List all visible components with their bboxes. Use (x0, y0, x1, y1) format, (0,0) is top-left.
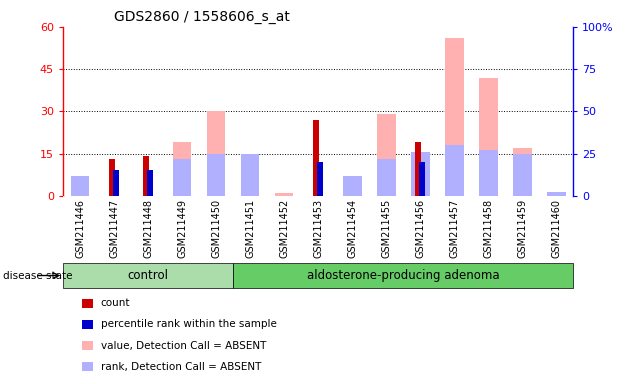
Bar (513, 148, 532, 196)
Text: count: count (101, 298, 130, 308)
Text: GSM211460: GSM211460 (551, 199, 561, 258)
Bar (147, 170, 153, 196)
Text: GSM211450: GSM211450 (211, 199, 221, 258)
Bar (233, 263, 573, 288)
Bar (109, 159, 115, 196)
Bar (207, 111, 226, 196)
Bar (71, 182, 89, 196)
Bar (317, 162, 323, 196)
Bar (173, 142, 192, 196)
Text: aldosterone-producing adenoma: aldosterone-producing adenoma (307, 269, 500, 282)
Bar (113, 170, 119, 196)
Bar (411, 152, 430, 196)
Bar (547, 192, 566, 196)
Bar (143, 156, 149, 196)
Text: percentile rank within the sample: percentile rank within the sample (101, 319, 277, 329)
Text: GSM211449: GSM211449 (177, 199, 187, 258)
Bar (445, 38, 464, 196)
Text: GSM211456: GSM211456 (415, 199, 425, 258)
Bar (241, 154, 260, 196)
Bar (313, 120, 319, 196)
Text: GDS2860 / 1558606_s_at: GDS2860 / 1558606_s_at (114, 10, 290, 25)
Text: GSM211451: GSM211451 (245, 199, 255, 258)
Bar (207, 154, 226, 196)
Bar (479, 150, 498, 196)
Text: GSM211459: GSM211459 (517, 199, 527, 258)
Bar (419, 162, 425, 196)
Bar (241, 154, 260, 196)
Text: value, Detection Call = ABSENT: value, Detection Call = ABSENT (101, 341, 266, 351)
Text: GSM211446: GSM211446 (75, 199, 85, 258)
Bar (377, 114, 396, 196)
Bar (377, 159, 396, 196)
Bar (445, 145, 464, 196)
Text: GSM211457: GSM211457 (449, 199, 459, 258)
Text: rank, Detection Call = ABSENT: rank, Detection Call = ABSENT (101, 362, 261, 372)
Text: GSM211455: GSM211455 (381, 199, 391, 258)
Text: GSM211454: GSM211454 (347, 199, 357, 258)
Bar (479, 78, 498, 196)
Bar (343, 182, 362, 196)
Text: disease state: disease state (3, 270, 72, 281)
Text: control: control (127, 269, 169, 282)
Bar (63, 263, 233, 288)
Text: GSM211453: GSM211453 (313, 199, 323, 258)
Text: GSM211447: GSM211447 (109, 199, 119, 258)
Text: GSM211448: GSM211448 (143, 199, 153, 258)
Bar (513, 154, 532, 196)
Text: GSM211452: GSM211452 (279, 199, 289, 258)
Bar (71, 175, 89, 196)
Text: GSM211458: GSM211458 (483, 199, 493, 258)
Bar (173, 159, 192, 196)
Bar (415, 142, 421, 196)
Bar (275, 193, 294, 196)
Bar (343, 175, 362, 196)
